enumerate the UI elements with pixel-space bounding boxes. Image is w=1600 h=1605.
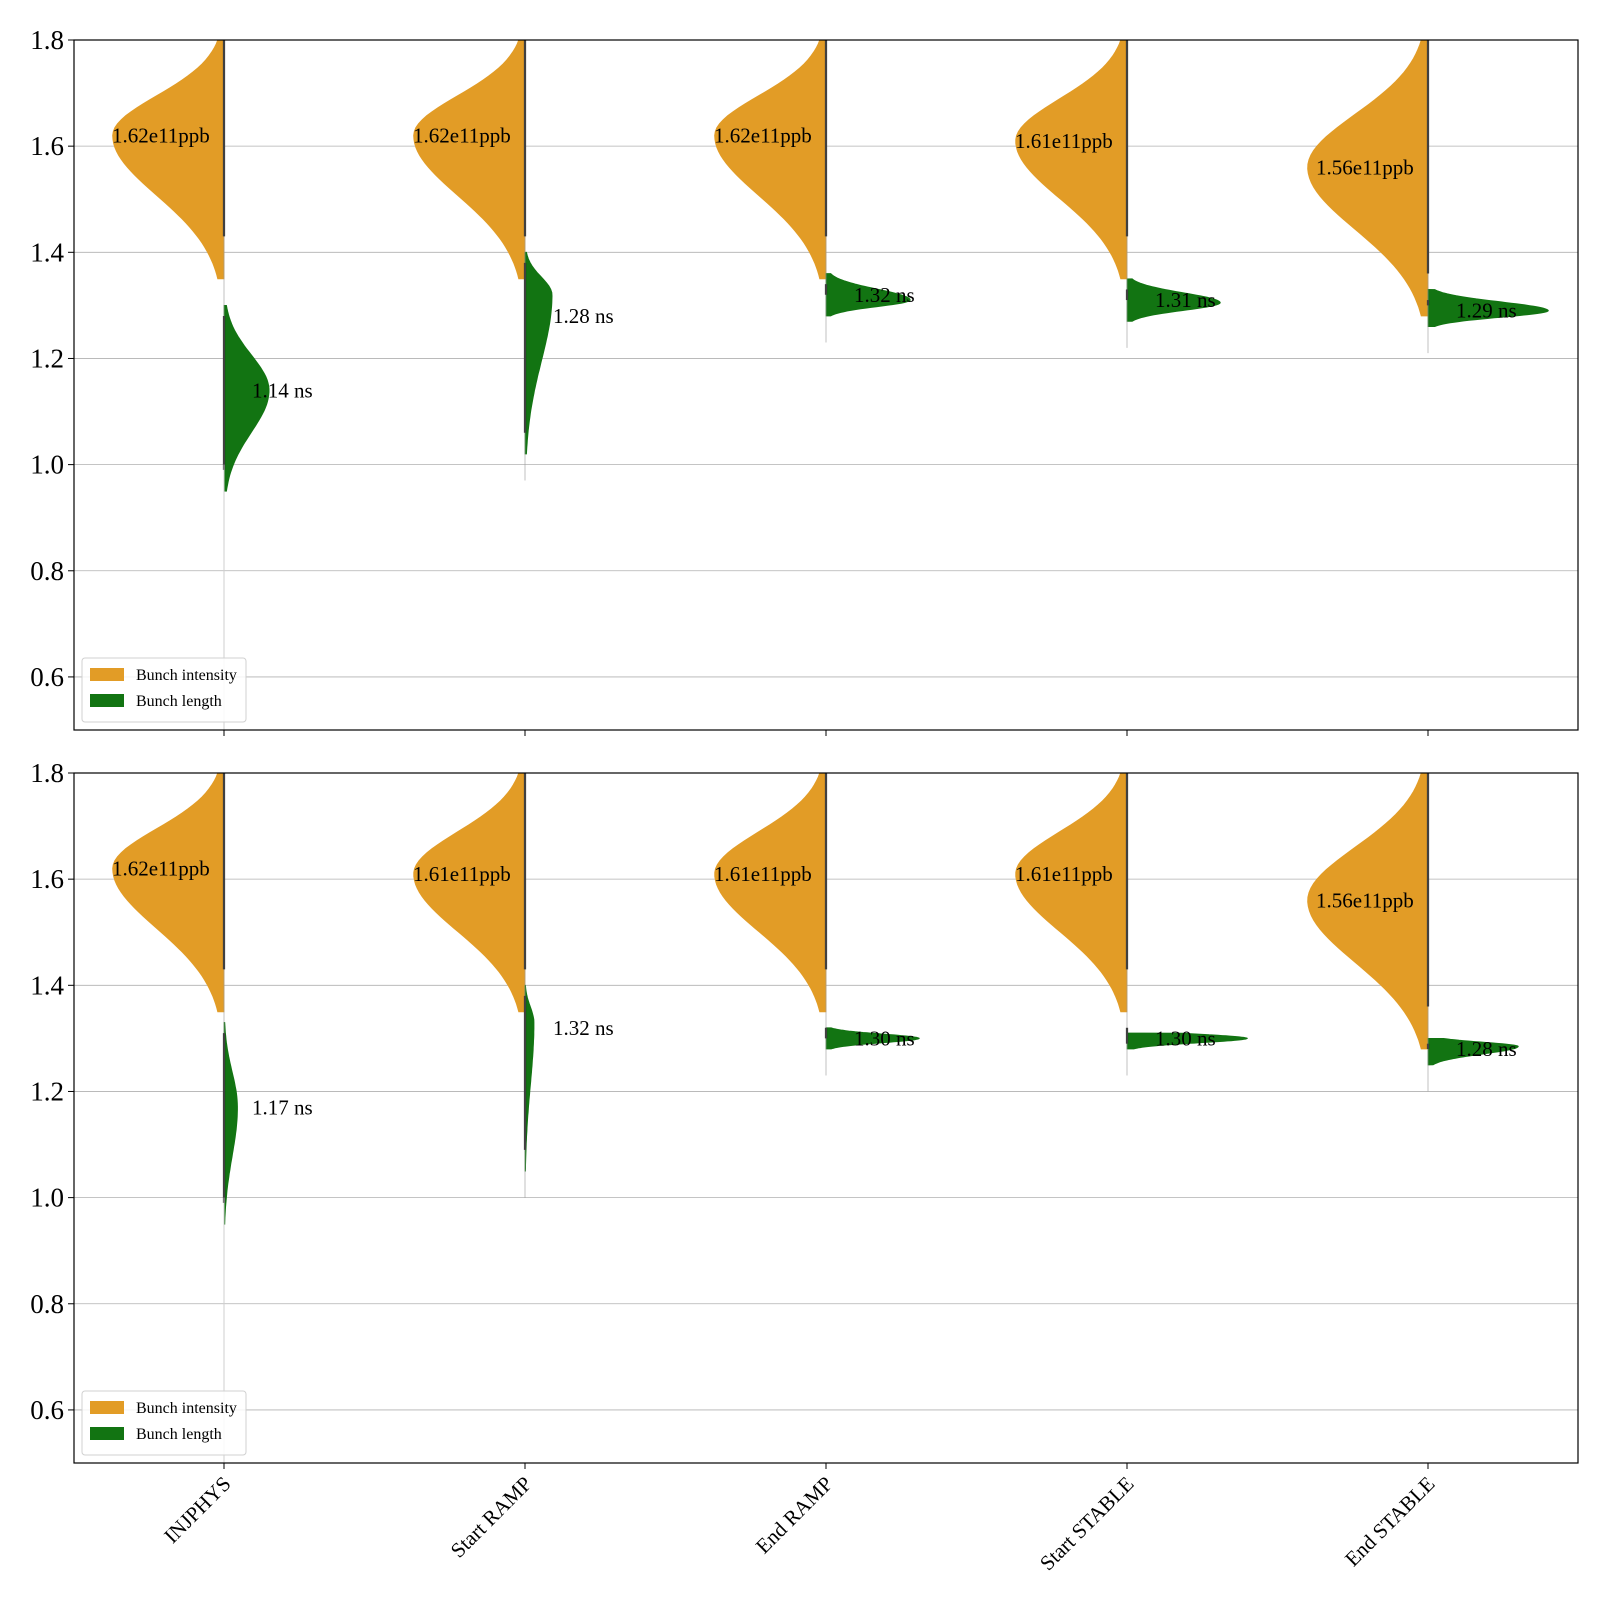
legend-label-intensity: Bunch intensity — [136, 1400, 237, 1417]
violin-intensity — [413, 39, 526, 280]
legend: Bunch intensity Bunch length — [81, 657, 247, 723]
y-tick-label: 0.8 — [30, 1289, 64, 1319]
legend-swatch-intensity — [90, 668, 124, 681]
intensity-mean-label: 1.62e11ppb — [112, 124, 210, 148]
violin-intensity — [1307, 39, 1429, 317]
y-tick-label: 1.2 — [30, 343, 64, 373]
intensity-mean-label: 1.62e11ppb — [413, 124, 511, 148]
intensity-mean-label: 1.62e11ppb — [112, 857, 210, 881]
intensity-mean-label: 1.62e11ppb — [714, 124, 812, 148]
legend-label-length: Bunch length — [136, 693, 222, 710]
length-mean-label: 1.30 ns — [854, 1026, 915, 1050]
x-tick-label: Start RAMP — [446, 1472, 537, 1563]
plot-frame — [73, 39, 1579, 731]
legend: Bunch intensity Bunch length — [81, 1390, 247, 1456]
length-mean-label: 1.31 ns — [1155, 288, 1216, 312]
x-tick-label: INJPHYS — [159, 1472, 235, 1548]
y-tick-label: 1.6 — [30, 131, 64, 161]
violin-length — [1126, 278, 1221, 322]
legend-label-intensity: Bunch intensity — [136, 667, 237, 684]
length-mean-label: 1.17 ns — [252, 1095, 313, 1119]
violin-length — [223, 304, 270, 492]
y-tick-label: 1.0 — [30, 450, 64, 480]
intensity-mean-label: 1.61e11ppb — [413, 862, 511, 886]
violin-intensity — [714, 772, 827, 1013]
legend-swatch-intensity — [90, 1401, 124, 1414]
y-tick-label: 1.4 — [30, 970, 64, 1000]
length-mean-label: 1.14 ns — [252, 378, 313, 402]
violin-intensity — [413, 772, 526, 1013]
violin-intensity — [1015, 39, 1128, 280]
legend-swatch-length — [90, 1427, 124, 1440]
length-mean-label: 1.30 ns — [1155, 1026, 1216, 1050]
y-tick-label: 1.4 — [30, 237, 64, 267]
violin-length — [825, 1027, 920, 1050]
violin-length — [825, 273, 911, 317]
length-mean-label: 1.28 ns — [553, 304, 614, 328]
intensity-mean-label: 1.61e11ppb — [1015, 862, 1113, 886]
plot-frame — [73, 772, 1579, 1464]
violin-intensity — [1307, 772, 1429, 1050]
length-mean-label: 1.32 ns — [854, 283, 915, 307]
y-tick-label: 0.6 — [30, 662, 64, 692]
violin-intensity — [112, 772, 225, 1013]
intensity-mean-label: 1.56e11ppb — [1316, 888, 1414, 912]
x-tick-label: Start STABLE — [1035, 1472, 1139, 1576]
chart-panel-1: 0.6 0.8 1.0 1.2 1.4 1.6 1.8 1.62e11ppb 1.62e11pp… — [30, 25, 1579, 736]
chart-panel-2: 0.6 0.8 1.0 1.2 1.4 1.6 1.8 1.62e11ppb 1.61e11pp… — [30, 758, 1579, 1469]
length-mean-label: 1.29 ns — [1456, 299, 1517, 323]
violin-length — [1427, 289, 1549, 328]
intensity-mean-label: 1.61e11ppb — [1015, 129, 1113, 153]
y-tick-label: 1.2 — [30, 1076, 64, 1106]
y-tick-label: 1.0 — [30, 1183, 64, 1213]
y-tick-label: 1.8 — [30, 758, 64, 788]
legend-swatch-length — [90, 694, 124, 707]
y-tick-label: 1.8 — [30, 25, 64, 55]
x-tick-label: End RAMP — [751, 1472, 838, 1559]
violin-intensity — [112, 39, 225, 280]
y-tick-label: 1.6 — [30, 864, 64, 894]
violin-intensity — [1015, 772, 1128, 1013]
intensity-mean-label: 1.56e11ppb — [1316, 155, 1414, 179]
legend-label-length: Bunch length — [136, 1426, 222, 1443]
intensity-mean-label: 1.61e11ppb — [714, 862, 812, 886]
violin-length — [1427, 1037, 1519, 1066]
x-tick-label: End STABLE — [1340, 1472, 1440, 1572]
violin-length — [524, 251, 553, 455]
y-tick-label: 0.8 — [30, 556, 64, 586]
length-mean-label: 1.28 ns — [1456, 1037, 1517, 1061]
violin-length — [1126, 1032, 1248, 1050]
y-tick-label: 0.6 — [30, 1395, 64, 1425]
violin-intensity — [714, 39, 827, 280]
length-mean-label: 1.32 ns — [553, 1016, 614, 1040]
violin-length — [524, 984, 535, 1172]
violin-length — [223, 1022, 238, 1225]
